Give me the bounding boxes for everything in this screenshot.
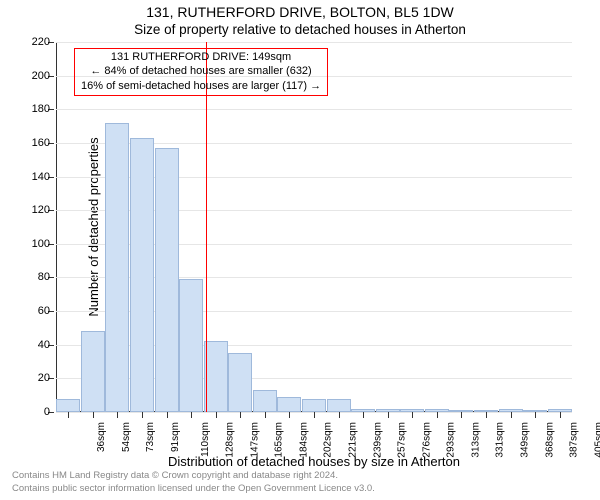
- x-tick: [142, 412, 143, 418]
- histogram-bar: [253, 390, 277, 412]
- x-tick-label: 221sqm: [348, 422, 359, 458]
- infobox-line: ← 84% of detached houses are smaller (63…: [81, 64, 321, 78]
- footer-line: Contains HM Land Registry data © Crown c…: [12, 470, 375, 483]
- x-tick-label: 73sqm: [145, 422, 156, 452]
- x-tick-label: 387sqm: [569, 422, 580, 458]
- x-tick: [486, 412, 487, 418]
- y-tick-label: 60: [38, 305, 50, 317]
- x-tick: [363, 412, 364, 418]
- x-tick: [412, 412, 413, 418]
- x-tick-label: 147sqm: [249, 422, 260, 458]
- x-tick-label: 110sqm: [199, 422, 210, 457]
- y-tick-label: 0: [44, 406, 50, 418]
- y-tick-label: 40: [38, 339, 50, 351]
- x-tick: [265, 412, 266, 418]
- page-subtitle: Size of property relative to detached ho…: [0, 22, 600, 37]
- x-tick: [314, 412, 315, 418]
- histogram-bar: [327, 399, 351, 412]
- x-tick: [388, 412, 389, 418]
- y-tick-label: 120: [32, 204, 50, 216]
- histogram-plot: 02040608010012014016018020022036sqm54sqm…: [56, 42, 572, 412]
- x-tick: [461, 412, 462, 418]
- histogram-bar: [105, 123, 129, 412]
- x-tick-label: 257sqm: [397, 422, 408, 458]
- x-tick-label: 368sqm: [544, 422, 555, 458]
- x-tick: [167, 412, 168, 418]
- y-tick-label: 80: [38, 271, 50, 283]
- histogram-bar: [81, 331, 105, 412]
- y-tick-label: 20: [38, 372, 50, 384]
- x-tick-label: 313sqm: [470, 422, 481, 458]
- x-tick: [117, 412, 118, 418]
- y-tick-label: 100: [32, 238, 50, 250]
- x-tick-label: 128sqm: [225, 422, 236, 458]
- histogram-bar: [277, 397, 301, 412]
- x-tick-label: 202sqm: [323, 422, 334, 458]
- histogram-bar: [204, 341, 228, 412]
- page-title: 131, RUTHERFORD DRIVE, BOLTON, BL5 1DW: [0, 4, 600, 20]
- x-tick-label: 165sqm: [274, 422, 285, 458]
- reference-line: [206, 42, 207, 412]
- x-tick: [437, 412, 438, 418]
- infobox-line: 131 RUTHERFORD DRIVE: 149sqm: [81, 50, 321, 64]
- y-tick-label: 220: [32, 36, 50, 48]
- x-tick: [339, 412, 340, 418]
- x-tick-label: 293sqm: [446, 422, 457, 458]
- x-tick-label: 36sqm: [96, 422, 107, 452]
- x-tick-label: 184sqm: [298, 422, 309, 458]
- y-axis-line: [56, 42, 57, 412]
- histogram-bar: [155, 148, 179, 412]
- histogram-bar: [179, 279, 203, 412]
- histogram-bar: [56, 399, 80, 412]
- footer-line: Contains public sector information licen…: [12, 483, 375, 496]
- y-tick-label: 140: [32, 171, 50, 183]
- x-tick: [535, 412, 536, 418]
- histogram-bar: [130, 138, 154, 412]
- x-tick-label: 239sqm: [372, 422, 383, 458]
- infobox-line: 16% of semi-detached houses are larger (…: [81, 79, 321, 93]
- x-tick-label: 54sqm: [121, 422, 132, 452]
- histogram-bar: [302, 399, 326, 412]
- gridline: [56, 42, 572, 43]
- gridline: [56, 109, 572, 110]
- x-tick-label: 91sqm: [170, 422, 181, 452]
- footer-attribution: Contains HM Land Registry data © Crown c…: [12, 470, 375, 496]
- x-tick: [93, 412, 94, 418]
- y-tick-label: 180: [32, 103, 50, 115]
- y-tick-label: 160: [32, 137, 50, 149]
- x-tick-label: 276sqm: [421, 422, 432, 458]
- x-tick: [289, 412, 290, 418]
- x-tick-label: 405sqm: [593, 422, 600, 458]
- x-tick: [240, 412, 241, 418]
- y-tick-label: 200: [32, 70, 50, 82]
- x-axis-label: Distribution of detached houses by size …: [56, 454, 572, 469]
- histogram-bar: [228, 353, 252, 412]
- x-tick: [191, 412, 192, 418]
- x-tick-label: 331sqm: [495, 422, 506, 458]
- x-tick: [560, 412, 561, 418]
- x-tick: [68, 412, 69, 418]
- x-tick-label: 349sqm: [520, 422, 531, 458]
- x-tick: [216, 412, 217, 418]
- x-tick: [511, 412, 512, 418]
- reference-infobox: 131 RUTHERFORD DRIVE: 149sqm← 84% of det…: [74, 48, 328, 96]
